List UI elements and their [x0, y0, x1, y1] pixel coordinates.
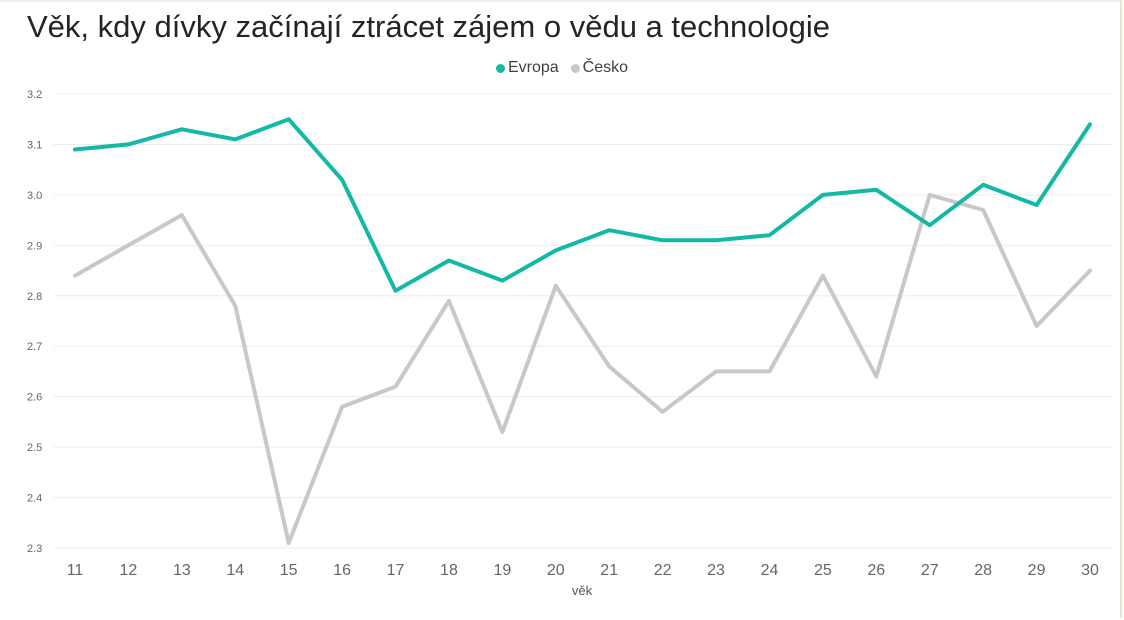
x-tick-label: 23	[707, 562, 725, 579]
x-tick-label: 27	[921, 562, 939, 579]
series-line-evropa	[73, 117, 1092, 293]
x-axis-label: věk	[572, 583, 593, 598]
legend-marker-cesko	[570, 63, 580, 73]
x-tick-label: 15	[280, 562, 298, 579]
y-tick-label: 2.3	[27, 543, 42, 555]
x-tick-label: 18	[440, 562, 458, 579]
y-tick-label: 3.1	[27, 139, 42, 151]
y-tick-label: 2.8	[27, 291, 42, 303]
legend-label-evropa: Evropa	[507, 59, 559, 76]
x-tick-label: 21	[600, 562, 618, 579]
x-tick-label: 12	[120, 562, 138, 579]
series-line-cesko	[73, 192, 1092, 545]
x-tick-label: 25	[814, 562, 832, 579]
x-tick-label: 13	[173, 562, 191, 579]
x-tick-label: 17	[387, 562, 405, 579]
x-tick-label: 28	[974, 562, 992, 579]
legend-item-evropa[interactable]: Evropa	[495, 59, 559, 77]
x-tick-label: 11	[67, 562, 84, 579]
x-tick-label: 24	[761, 562, 779, 579]
y-tick-label: 3.2	[27, 89, 42, 101]
y-tick-label: 2.7	[27, 341, 42, 353]
y-tick-label: 2.4	[27, 493, 42, 505]
x-tick-label: 14	[226, 562, 244, 579]
legend: Evropa Česko	[0, 59, 1124, 77]
x-tick-label: 26	[867, 562, 885, 579]
y-tick-label: 3.0	[27, 190, 42, 202]
legend-label-cesko: Česko	[582, 59, 629, 76]
x-tick-label: 30	[1081, 562, 1099, 579]
y-tick-label: 2.5	[27, 442, 42, 454]
x-tick-label: 20	[547, 562, 565, 579]
y-tick-label: 2.6	[27, 392, 42, 404]
x-tick-label: 16	[333, 562, 351, 579]
legend-item-cesko[interactable]: Česko	[570, 59, 629, 77]
chart-title: Věk, kdy dívky začínají ztrácet zájem o …	[27, 9, 830, 44]
x-tick-label: 29	[1028, 562, 1046, 579]
y-tick-label: 2.9	[27, 240, 42, 252]
legend-marker-evropa	[495, 63, 505, 73]
x-tick-label: 19	[493, 562, 511, 579]
x-tick-label: 22	[654, 562, 672, 579]
